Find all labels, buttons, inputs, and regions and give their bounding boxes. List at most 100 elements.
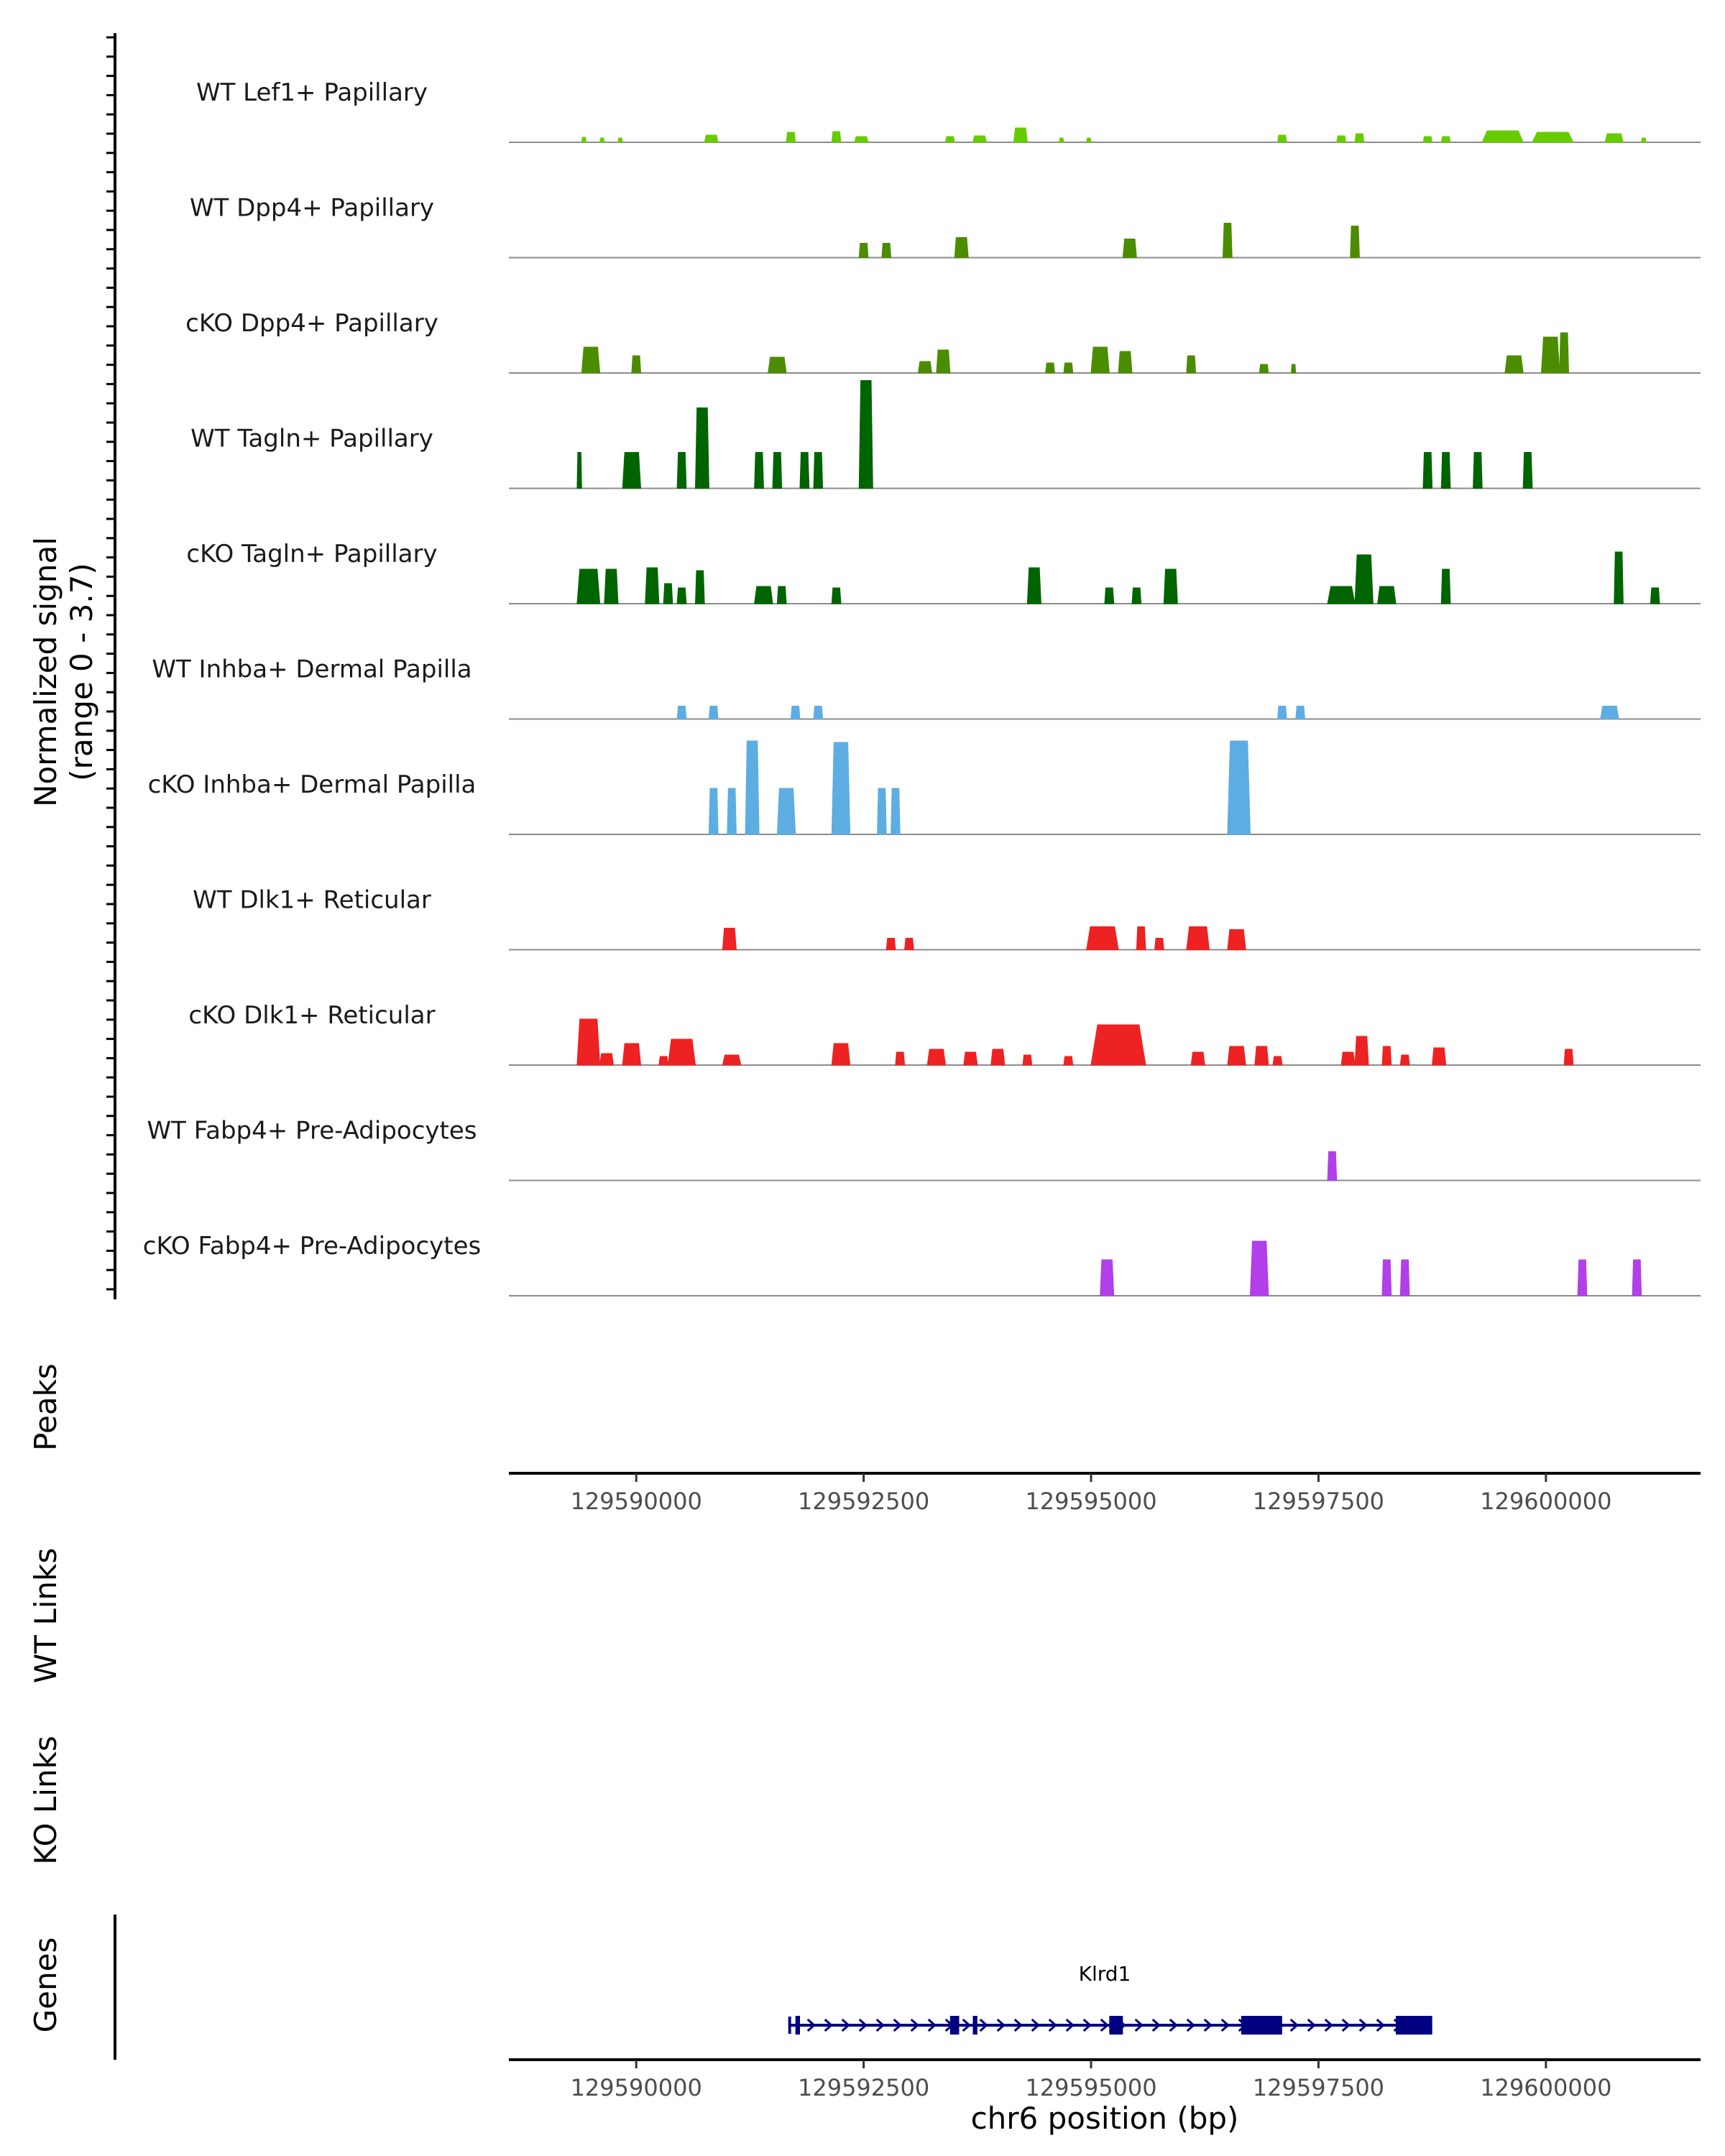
coverage-peak xyxy=(1259,364,1269,374)
peaks-x-axis: 129590000 129592500 129595000 129597500 1296… xyxy=(509,1472,1701,1515)
track-label: WT Dlk1+ Reticular xyxy=(193,886,431,915)
wt-links-section-title: WT Links xyxy=(28,1548,63,1683)
coverage-peak xyxy=(599,137,605,143)
strand-arrow xyxy=(1134,2018,1144,2032)
coverage-peak xyxy=(1013,127,1028,143)
x-tick-label: 129590000 xyxy=(571,2074,702,2101)
coverage-peak xyxy=(886,938,896,950)
coverage-peak xyxy=(708,788,719,835)
coverage-peak xyxy=(895,1051,906,1066)
coverage-peak xyxy=(727,788,737,835)
coverage-peak xyxy=(1540,336,1560,374)
track-wt-dpp4-papillary: WT Dpp4+ Papillary xyxy=(190,194,1701,259)
coverage-peak xyxy=(1577,1259,1588,1296)
coverage-peak xyxy=(831,1043,851,1066)
coverage-peak xyxy=(1504,355,1524,374)
strand-arrow xyxy=(1186,2018,1195,2032)
coverage-peak xyxy=(694,570,705,604)
track-cko-fabp4-pre-adipocytes: cKO Fabp4+ Pre-Adipocytes xyxy=(143,1232,1701,1296)
coverage-peak xyxy=(581,346,601,374)
coverage-peak xyxy=(1559,332,1570,374)
gene-exon xyxy=(949,2016,960,2035)
coverage-peak xyxy=(576,452,582,489)
coverage-peak xyxy=(1473,452,1483,489)
coverage-peak xyxy=(1090,1024,1146,1066)
x-tick-label: 129595000 xyxy=(1025,2074,1156,2101)
coverage-peak xyxy=(1632,1259,1642,1296)
coverage-peak xyxy=(1340,1051,1356,1066)
strand-arrow xyxy=(1289,2018,1299,2032)
coverage-peak xyxy=(745,740,760,835)
coverage-peak xyxy=(1086,137,1092,143)
track-label: WT Dpp4+ Papillary xyxy=(190,194,434,223)
signal-y-axis xyxy=(106,33,116,1299)
coverage-peak xyxy=(776,788,796,835)
coverage-peak xyxy=(1254,1046,1269,1066)
coverage-peak xyxy=(1354,1036,1369,1066)
coverage-peak xyxy=(1440,568,1451,604)
track-cko-tagln-papillary: cKO Tagln+ Papillary xyxy=(186,540,1701,604)
x-tick-label: 129590000 xyxy=(571,1488,702,1515)
coverage-peak xyxy=(599,1053,615,1066)
coverage-peak xyxy=(1641,137,1647,143)
coverage-peak xyxy=(631,355,642,374)
genes-x-axis: 129590000 129592500 129595000 129597500 1296… xyxy=(509,2058,1701,2101)
coverage-peak xyxy=(1163,568,1178,604)
strand-arrow xyxy=(927,2018,937,2032)
coverage-peak xyxy=(1440,452,1451,489)
coverage-peak xyxy=(1227,1046,1246,1066)
coverage-peak xyxy=(1086,926,1119,950)
coverage-peak xyxy=(658,1056,669,1066)
x-tick-label: 129592500 xyxy=(798,2074,929,2101)
coverage-peak xyxy=(722,928,737,950)
coverage-peak xyxy=(904,938,914,950)
coverage-peak xyxy=(1186,926,1210,950)
strand-arrow xyxy=(1307,2018,1316,2032)
strand-arrow xyxy=(1065,2018,1075,2032)
coverage-peak xyxy=(1295,706,1305,719)
coverage-peak xyxy=(1063,362,1074,374)
coverage-peak xyxy=(676,587,687,604)
coverage-peak xyxy=(1354,133,1365,143)
coverage-peak xyxy=(617,137,623,143)
coverage-peak xyxy=(1118,351,1133,374)
strand-arrow xyxy=(1100,2018,1109,2032)
coverage-peak xyxy=(1045,362,1055,374)
coverage-peak xyxy=(1377,586,1397,604)
coverage-peak xyxy=(1290,364,1297,374)
coverage-peak xyxy=(576,568,601,604)
coverage-peak xyxy=(831,131,842,143)
coverage-peak xyxy=(799,452,810,489)
coverage-peak xyxy=(1327,1151,1338,1181)
coverage-peak xyxy=(622,1043,642,1066)
coverage-peak xyxy=(1327,586,1356,604)
track-label: WT Inhba+ Dermal Papilla xyxy=(152,655,472,684)
signal-y-axis-ticks xyxy=(106,36,115,1291)
coverage-peak xyxy=(954,237,969,258)
coverage-peak xyxy=(877,788,887,835)
coverage-peak xyxy=(1090,346,1110,374)
peaks-section-title: Peaks xyxy=(28,1363,63,1451)
coverage-peak xyxy=(1650,587,1660,604)
coverage-peak xyxy=(1122,239,1137,258)
signal-y-axis-title-line1: Normalized signal xyxy=(28,537,63,807)
track-label: cKO Dpp4+ Papillary xyxy=(185,309,438,338)
coverage-peak xyxy=(1563,1049,1574,1066)
strand-arrow xyxy=(1376,2018,1385,2032)
x-tick-label: 129592500 xyxy=(798,1488,929,1515)
coverage-peak xyxy=(768,356,787,374)
x-tick-label: 129600000 xyxy=(1480,1488,1611,1515)
track-wt-tagln-papillary: WT Tagln+ Papillary xyxy=(190,380,1701,489)
strand-arrow xyxy=(1151,2018,1161,2032)
coverage-peak xyxy=(1381,1259,1392,1296)
coverage-peak xyxy=(1272,1056,1283,1066)
genes-x-axis-ticks: 129590000 129592500 129595000 129597500 1296… xyxy=(571,2060,1611,2101)
coverage-peak xyxy=(1481,130,1524,143)
coverage-peak xyxy=(858,380,873,489)
coverage-peak xyxy=(667,1038,696,1066)
coverage-peak xyxy=(1100,1259,1115,1296)
coverage-peak xyxy=(1227,929,1246,950)
coverage-peak xyxy=(936,349,951,374)
track-cko-dlk1-reticular: cKO Dlk1+ Reticular xyxy=(188,1001,1701,1066)
coverage-peak xyxy=(1249,1240,1269,1296)
